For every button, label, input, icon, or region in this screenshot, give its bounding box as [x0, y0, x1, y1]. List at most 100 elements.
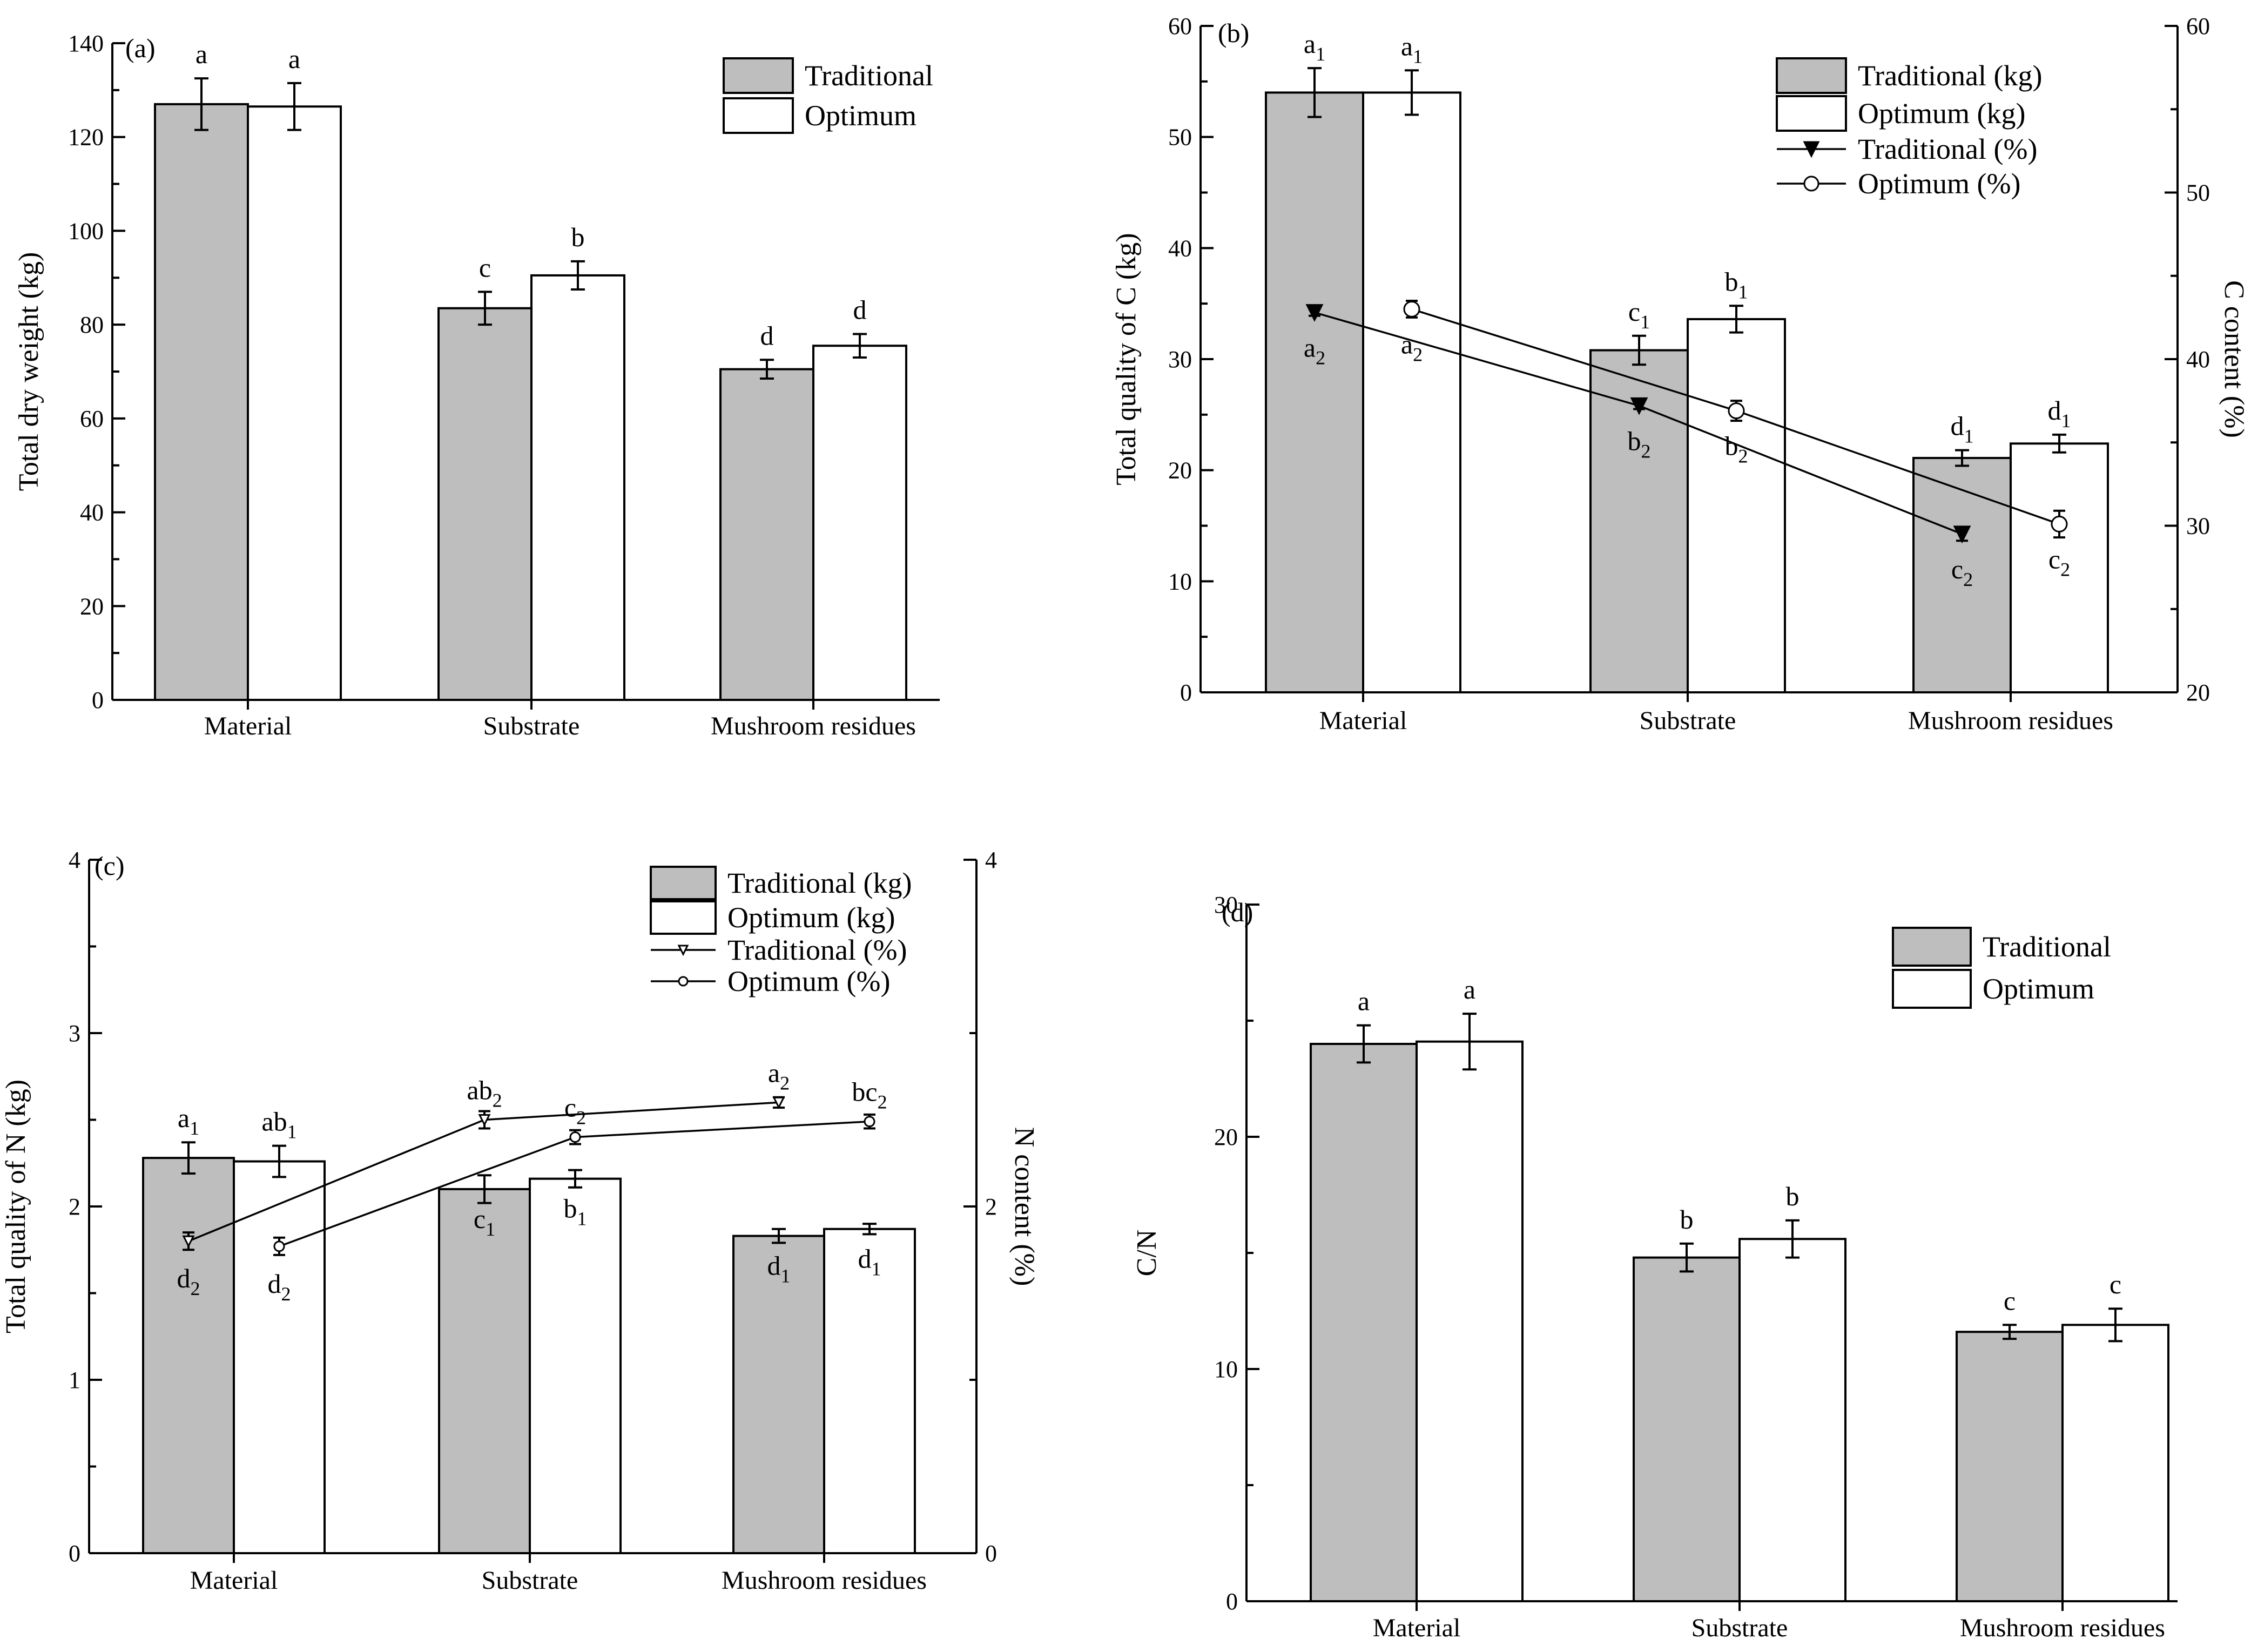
legend-swatch [723, 97, 794, 134]
x-tick-label: Substrate [483, 712, 580, 740]
y-tick-label: 140 [68, 30, 104, 57]
series-marker [772, 1096, 785, 1109]
y-tick-label: 0 [92, 687, 104, 713]
y-tick-label: 100 [68, 218, 104, 244]
chart-panel-a: 0 20 40 60 80 100 120 140 Material Substrate Mushr… [14, 30, 940, 740]
bar [2061, 1324, 2169, 1603]
bar-significance-label: c [2110, 1269, 2121, 1299]
bar [1738, 1238, 1846, 1602]
legend-marker [677, 945, 689, 956]
line-significance-label: c2 [564, 1093, 586, 1129]
legend-swatch [650, 900, 717, 935]
bar-significance-label: c1 [474, 1204, 495, 1240]
series-marker [1403, 300, 1420, 318]
y2-tick-label: 40 [2186, 346, 2210, 373]
bar-significance-label: c [479, 252, 491, 282]
x-tick-label: Material [190, 1566, 278, 1595]
bar [1912, 457, 2012, 693]
y-axis-title: C/N [1131, 1230, 1162, 1277]
bar [812, 345, 907, 701]
line-significance-label: b2 [1725, 431, 1748, 467]
series-marker [182, 1235, 195, 1248]
legend-swatch [650, 866, 717, 900]
bar [247, 105, 342, 701]
y2-tick-label: 4 [985, 847, 997, 873]
bar-significance-label: d1 [2048, 395, 2071, 431]
legend-label: Traditional (kg) [1858, 59, 2042, 92]
panel-label: (d) [1222, 897, 1253, 927]
x-tick-label: Mushroom residues [711, 712, 916, 740]
bar-significance-label: a1 [1304, 29, 1325, 65]
x-tick-label: Mushroom residues [1908, 706, 2113, 735]
bar-significance-label: d [760, 320, 774, 350]
legend-swatch [1776, 57, 1847, 94]
x-tick-label: Material [1319, 706, 1407, 735]
legend: Traditional Optimum [723, 57, 933, 134]
bar-significance-label: b [1786, 1181, 1800, 1211]
y2-axis-title: N content (%) [1009, 1127, 1040, 1286]
y-tick-label: 60 [80, 406, 104, 432]
bar-significance-label: d1 [858, 1244, 881, 1280]
y-axis-title: Total quality of N (kg) [1, 1080, 31, 1333]
series-marker [2051, 515, 2068, 532]
y2-tick-label: 60 [2186, 13, 2210, 39]
bar-significance-label: c1 [1628, 296, 1650, 333]
y-tick-label: 0 [1226, 1588, 1238, 1615]
bar-significance-label: a1 [1401, 31, 1423, 67]
legend-swatch [723, 57, 794, 94]
bar [529, 1177, 622, 1554]
y-tick-label: 40 [1168, 235, 1192, 261]
bar-significance-label: b1 [564, 1194, 587, 1230]
bar-significance-label: b [571, 222, 585, 252]
panel-label: (b) [1218, 18, 1249, 48]
x-tick-label: Material [1373, 1614, 1461, 1642]
legend-label: Optimum [1983, 973, 2094, 1005]
series-marker [478, 1114, 491, 1127]
line-significance-label: ab2 [467, 1075, 502, 1111]
series-marker [1630, 397, 1648, 415]
legend-marker [1803, 176, 1819, 192]
legend-label: Traditional (kg) [727, 867, 912, 899]
bar [1416, 1040, 1524, 1602]
y-tick-label: 60 [1168, 13, 1192, 39]
series-marker [1953, 525, 1971, 544]
line-significance-label: c2 [1951, 554, 1973, 590]
series-marker [569, 1131, 581, 1143]
legend-label: Optimum [805, 99, 916, 132]
y2-tick-label: 0 [985, 1540, 997, 1567]
legend: Traditional (kg) Optimum (kg)Traditional … [1776, 57, 2042, 200]
y2-tick-label: 30 [2186, 513, 2210, 540]
line-significance-label: d2 [177, 1263, 200, 1299]
bar [154, 103, 249, 701]
line-significance-label: a2 [1304, 333, 1325, 369]
bar-significance-label: d1 [1951, 411, 1974, 447]
bar [530, 274, 625, 701]
line-significance-label: a2 [768, 1057, 790, 1094]
bar [1265, 91, 1364, 693]
legend-label: Optimum (%) [727, 965, 890, 997]
line-significance-label: c2 [2048, 544, 2070, 580]
legend-marker [1803, 141, 1820, 158]
legend-label: Traditional (%) [1858, 133, 2037, 165]
bar [823, 1228, 916, 1554]
bar-significance-label: c [2004, 1285, 2016, 1316]
bar-significance-label: a [288, 44, 300, 74]
y-axis-title: Total dry weight (kg) [14, 252, 44, 491]
y-tick-label: 50 [1168, 124, 1192, 151]
y2-tick-label: 2 [985, 1194, 997, 1220]
line-significance-label: bc2 [852, 1077, 887, 1113]
y-tick-label: 20 [1214, 1124, 1238, 1150]
bar [719, 368, 814, 701]
x-tick-label: Mushroom residues [722, 1566, 927, 1595]
y-tick-label: 20 [80, 593, 104, 619]
chart-panel-b: 0 10 20 30 40 50 60 20 30 40 50 60 Material Substrate… [1111, 13, 2249, 735]
bar-significance-label: a [1358, 986, 1370, 1016]
y-tick-label: 40 [80, 500, 104, 526]
legend-label: Traditional (%) [727, 934, 907, 966]
line-significance-label: d2 [268, 1269, 291, 1305]
panel-label: (c) [95, 851, 125, 881]
line-significance-label: a2 [1401, 329, 1423, 365]
legend-label: Optimum (kg) [1858, 97, 2025, 130]
legend-label: Traditional [805, 59, 933, 92]
y-tick-label: 0 [1180, 679, 1192, 706]
